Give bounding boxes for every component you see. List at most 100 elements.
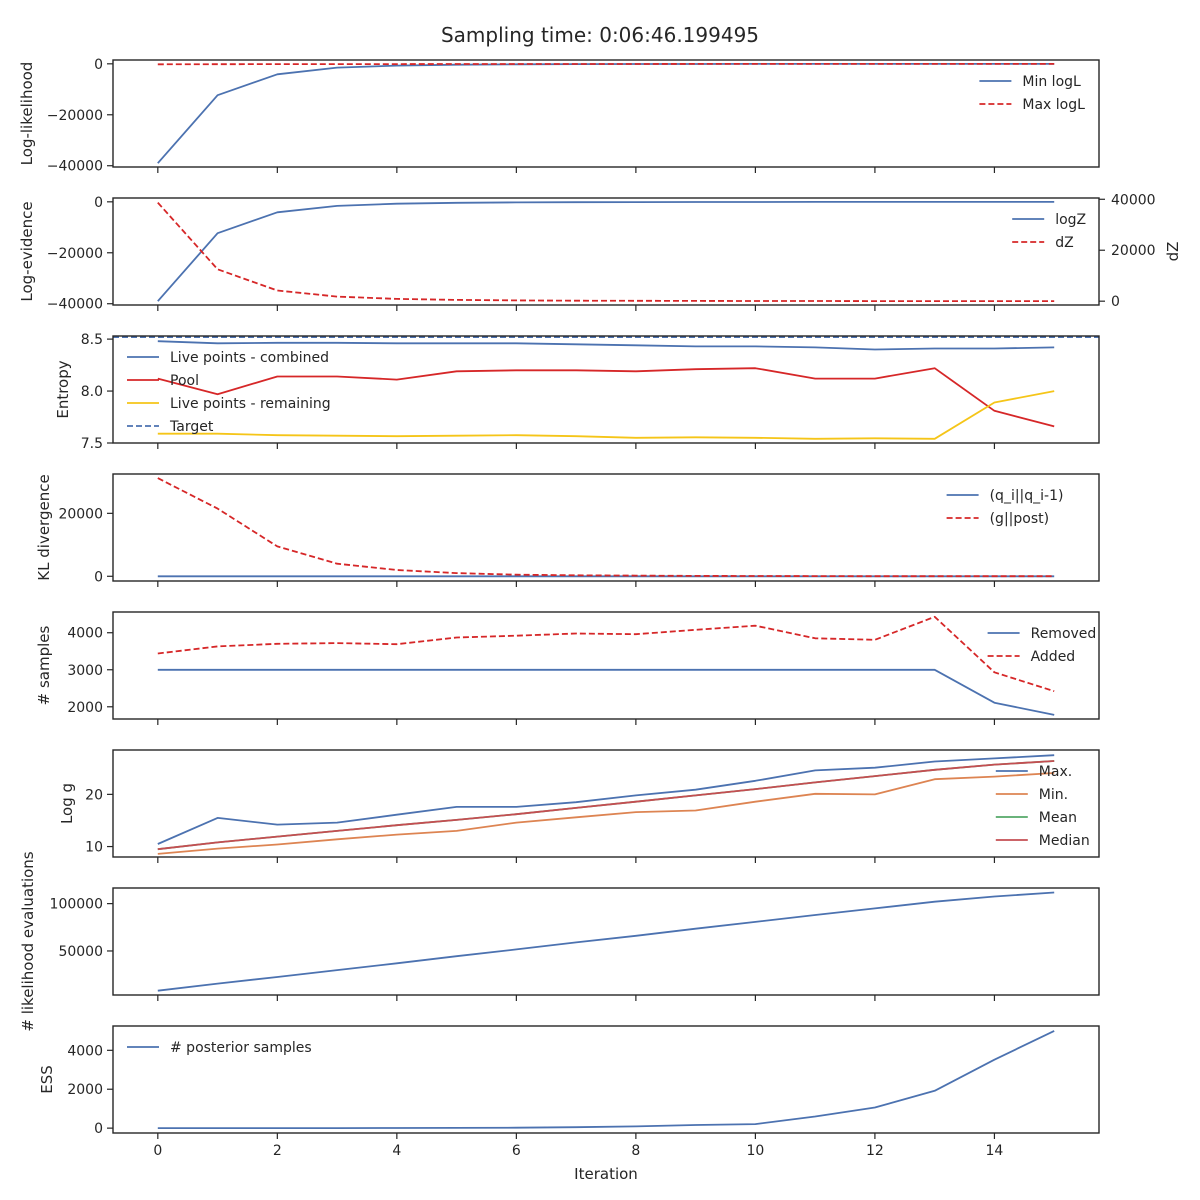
y-axis-label: Entropy xyxy=(54,360,72,418)
y-tick-label: 2000 xyxy=(67,1082,103,1098)
legend: Max. Min. Mean Median xyxy=(995,764,1090,849)
panels: 0 −20000 −40000 Log-likelihood Min logL Max l… xyxy=(18,57,1182,1159)
y-tick-label: 100000 xyxy=(50,897,103,913)
legend-label: Added xyxy=(1031,649,1076,665)
x-tick-label: 6 xyxy=(512,1143,521,1159)
legend: logZ dZ xyxy=(1012,212,1086,251)
legend-label: Min. xyxy=(1039,787,1068,803)
legend: Live points - combined Pool Live points - … xyxy=(127,350,331,435)
plot-area xyxy=(157,477,1055,578)
y-tick-label: 10 xyxy=(85,840,103,856)
plot-area xyxy=(157,891,1055,992)
x-tick-label: 10 xyxy=(746,1143,764,1159)
plot-area xyxy=(157,200,1055,303)
x-axis-label: Iteration xyxy=(574,1165,638,1183)
y-tick-label: 50000 xyxy=(58,944,103,960)
y-tick-label: 8.0 xyxy=(81,384,103,400)
legend-label: Target xyxy=(169,419,214,435)
series-line-pool xyxy=(157,367,1055,428)
plot-area xyxy=(157,1030,1055,1129)
legend-label: logZ xyxy=(1055,212,1086,228)
series-line--posterior-samples xyxy=(157,1030,1055,1129)
panel-5: 4000 3000 2000 # samples Removed Added xyxy=(35,611,1100,725)
axes-frame xyxy=(112,887,1100,996)
series-line-logz xyxy=(157,200,1055,302)
legend: (q_i||q_i-1) (g||post) xyxy=(946,488,1063,527)
series-line-min-logl xyxy=(157,63,1055,164)
y-axis-label: # likelihood evaluations xyxy=(19,851,37,1031)
y-tick-label: 4000 xyxy=(67,1043,103,1059)
y-tick-label: 0 xyxy=(94,569,103,585)
y-tick-label: −40000 xyxy=(47,297,103,313)
x-tick-label: 12 xyxy=(866,1143,884,1159)
y2-tick-label: 20000 xyxy=(1111,243,1156,259)
legend-label: Max. xyxy=(1039,764,1072,780)
y2-tick-label: 0 xyxy=(1111,294,1120,310)
y-tick-label: 8.5 xyxy=(81,332,103,348)
series-line-live-points-combined xyxy=(157,340,1055,351)
legend-label: Median xyxy=(1039,833,1090,849)
y-tick-label: 20000 xyxy=(58,506,103,522)
y-tick-label: 2000 xyxy=(67,700,103,716)
y-tick-label: 20 xyxy=(85,787,103,803)
legend: Min logL Max logL xyxy=(979,74,1085,113)
y-axis-label: # samples xyxy=(35,625,53,705)
axes-frame xyxy=(112,611,1100,720)
y-axis-label: Log-likelihood xyxy=(18,62,36,166)
axes-frame xyxy=(112,1025,1100,1134)
panel-7: 100000 50000 # likelihood evaluations xyxy=(19,851,1100,1032)
axes-frame xyxy=(112,749,1100,858)
y-tick-label: 0 xyxy=(94,57,103,73)
series-line-added xyxy=(157,615,1055,693)
y-axis-label: KL divergence xyxy=(35,474,53,580)
legend-label: (g||post) xyxy=(990,511,1049,527)
y-axis-label: Log-evidence xyxy=(18,201,36,301)
y-tick-label: −20000 xyxy=(47,108,103,124)
series-line-removed xyxy=(157,668,1055,716)
legend: # posterior samples xyxy=(127,1040,312,1056)
series-line-dz xyxy=(157,201,1055,303)
y-tick-label: −20000 xyxy=(47,246,103,262)
legend: Removed Added xyxy=(987,626,1097,665)
y-axis-label: ESS xyxy=(38,1065,56,1094)
y-tick-label: 0 xyxy=(94,195,103,211)
panel-2: 0−20000−40000Log-evidence02000040000dZlo… xyxy=(18,192,1182,312)
legend-label: dZ xyxy=(1055,235,1073,251)
y-tick-label: 4000 xyxy=(67,626,103,642)
legend-label: Live points - remaining xyxy=(170,396,331,412)
series-line-live-points-remaining xyxy=(157,390,1055,440)
y-tick-label: −40000 xyxy=(47,159,103,175)
plot-area xyxy=(113,336,1099,440)
y-tick-label: 3000 xyxy=(67,663,103,679)
series-line-main xyxy=(157,891,1055,992)
series-line-max- xyxy=(157,754,1055,845)
legend-label: Mean xyxy=(1039,810,1077,826)
panel-1: 0 −20000 −40000 Log-likelihood Min logL Max l… xyxy=(18,57,1100,175)
legend-label: Min logL xyxy=(1022,74,1081,90)
axes-frame xyxy=(112,197,1100,306)
series-line-min- xyxy=(157,772,1055,855)
x-tick-label: 4 xyxy=(392,1143,401,1159)
legend-label: Live points - combined xyxy=(170,350,329,366)
plot-area xyxy=(157,615,1055,716)
x-tick-label: 14 xyxy=(986,1143,1004,1159)
y2-axis-label: dZ xyxy=(1164,242,1182,262)
plot-area xyxy=(157,63,1055,164)
legend-label: Pool xyxy=(170,373,199,389)
x-tick-label: 8 xyxy=(631,1143,640,1159)
x-tick-label: 2 xyxy=(273,1143,282,1159)
figure-title: Sampling time: 0:06:46.199495 xyxy=(441,23,759,47)
legend-label: # posterior samples xyxy=(170,1040,312,1056)
panel-4: 0 20000 KL divergence (q_i||q_i-1) (g||post) xyxy=(35,473,1100,587)
axes-frame xyxy=(112,335,1100,444)
panel-6: 20 10 Log g Max. Min. Mean Median xyxy=(58,749,1100,863)
x-tick-label: 0 xyxy=(153,1143,162,1159)
y-tick-label: 0 xyxy=(94,1121,103,1137)
y2-tick-label: 40000 xyxy=(1111,192,1156,208)
legend-label: Removed xyxy=(1031,626,1097,642)
y-tick-label: 7.5 xyxy=(81,436,103,452)
legend-label: Max logL xyxy=(1022,97,1085,113)
axes-frame xyxy=(112,59,1100,168)
panel-8: 0 2 4 6 8 10 12 14 4000 2000 0 ESS # posterior sampl… xyxy=(38,1025,1100,1159)
